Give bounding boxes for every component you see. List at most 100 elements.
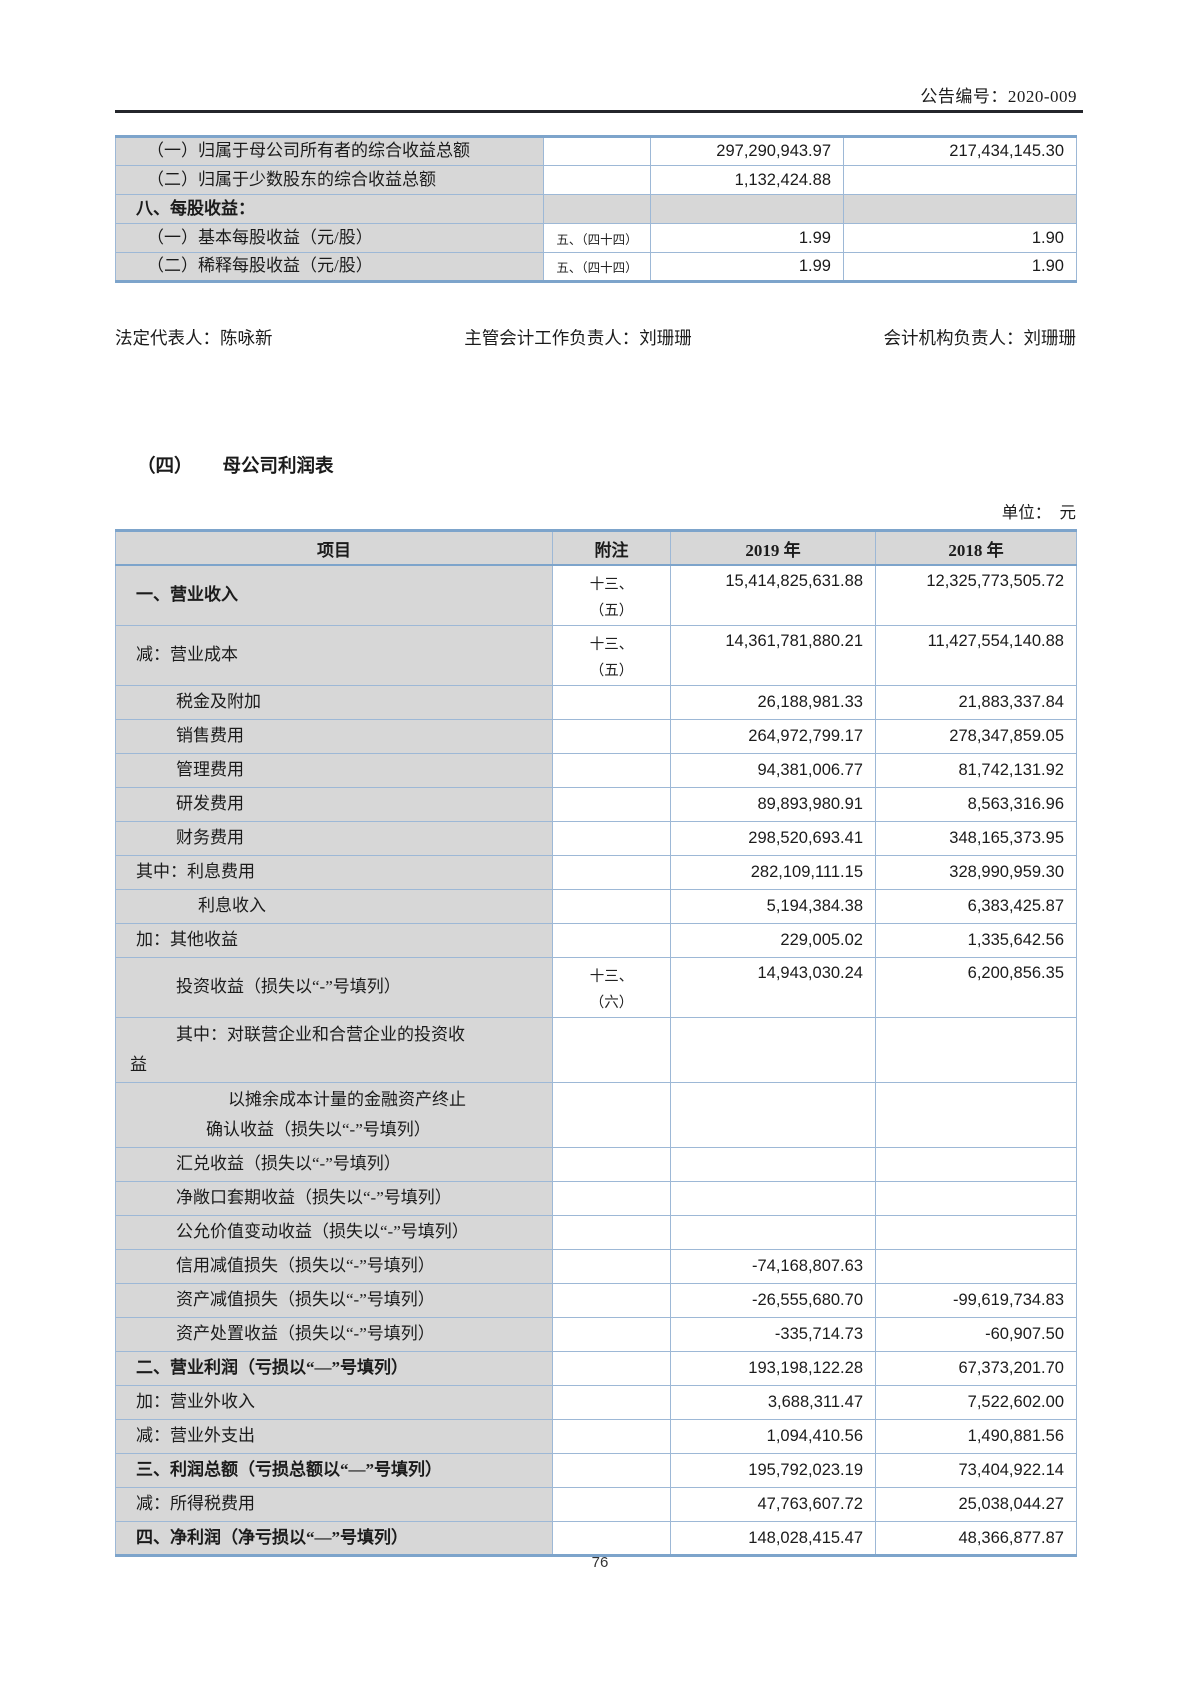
value-2018-cell: 11,427,554,140.88 bbox=[875, 625, 1077, 686]
value-2019-cell: 1.99 bbox=[650, 252, 844, 282]
table-row: 减：所得税费用 47,763,607.72 25,038,044.27 bbox=[115, 1487, 1077, 1522]
value-2018-cell: 1,335,642.56 bbox=[875, 923, 1077, 958]
item-cell: 二、营业利润（亏损以“—”号填列） bbox=[115, 1351, 553, 1386]
item-cell: 三、利润总额（亏损总额以“—”号填列） bbox=[115, 1453, 553, 1488]
value-2019-cell: -26,555,680.70 bbox=[670, 1283, 876, 1318]
table-row: 管理费用 94,381,006.77 81,742,131.92 bbox=[115, 753, 1077, 788]
chief-accountant: 主管会计工作负责人：刘珊珊 bbox=[464, 328, 692, 348]
value-2019-cell: 1,132,424.88 bbox=[650, 165, 844, 195]
item-cell: （二）稀释每股收益（元/股） bbox=[115, 252, 544, 282]
table-row: 税金及附加 26,188,981.33 21,883,337.84 bbox=[115, 685, 1077, 720]
value-2018-cell bbox=[875, 1215, 1077, 1250]
item-cell: 资产处置收益（损失以“-”号填列） bbox=[115, 1317, 553, 1352]
item-cell: （一）基本每股收益（元/股） bbox=[115, 223, 544, 253]
note-cell bbox=[552, 1317, 671, 1352]
value-2018-cell bbox=[875, 1181, 1077, 1216]
income-table-wrap: 项目 附注 2019 年 2018 年 一、营业收入 十三、 （五） 15,41… bbox=[115, 529, 1077, 1557]
value-2018-cell: 278,347,859.05 bbox=[875, 719, 1077, 754]
income-table-head: 项目 附注 2019 年 2018 年 bbox=[115, 530, 1077, 566]
note-cell bbox=[552, 787, 671, 822]
note-cell bbox=[552, 1215, 671, 1250]
note-cell bbox=[552, 1419, 671, 1454]
table-row: 减：营业外支出 1,094,410.56 1,490,881.56 bbox=[115, 1419, 1077, 1454]
note-cell bbox=[552, 889, 671, 924]
value-2018-cell: 73,404,922.14 bbox=[875, 1453, 1077, 1488]
note-cell: 五、（四十四） bbox=[543, 223, 651, 253]
table-row: 研发费用 89,893,980.91 8,563,316.96 bbox=[115, 787, 1077, 822]
note-cell: 十三、 （六） bbox=[552, 957, 671, 1018]
note-cell bbox=[552, 1017, 671, 1083]
value-2019-cell bbox=[650, 194, 844, 224]
note-cell bbox=[552, 1487, 671, 1522]
section-title: 母公司利润表 bbox=[222, 457, 334, 477]
value-2018-cell: 8,563,316.96 bbox=[875, 787, 1077, 822]
value-2018-cell bbox=[875, 1017, 1077, 1083]
table-row: 公允价值变动收益（损失以“-”号填列） bbox=[115, 1215, 1077, 1250]
table-row: 减：营业成本 十三、 （五） 14,361,781,880.21 11,427,… bbox=[115, 625, 1077, 686]
note-cell bbox=[552, 1249, 671, 1284]
note-cell bbox=[552, 855, 671, 890]
value-2018-cell: -99,619,734.83 bbox=[875, 1283, 1077, 1318]
column-header-note: 附注 bbox=[552, 530, 671, 566]
income-statement-table: 项目 附注 2019 年 2018 年 一、营业收入 十三、 （五） 15,41… bbox=[115, 529, 1077, 1557]
table-row: 信用减值损失（损失以“-”号填列） -74,168,807.63 bbox=[115, 1249, 1077, 1284]
item-cell: 四、净利润（净亏损以“—”号填列） bbox=[115, 1521, 553, 1556]
value-2018-cell: 1.90 bbox=[843, 252, 1077, 282]
value-2019-cell: 298,520,693.41 bbox=[670, 821, 876, 856]
item-cell: 减：所得税费用 bbox=[115, 1487, 553, 1522]
table-row: 销售费用 264,972,799.17 278,347,859.05 bbox=[115, 719, 1077, 754]
table-row: （二）归属于少数股东的综合收益总额 1,132,424.88 bbox=[115, 165, 1077, 195]
value-2019-cell: -335,714.73 bbox=[670, 1317, 876, 1352]
value-2019-cell: 297,290,943.97 bbox=[650, 136, 844, 166]
value-2019-cell: 1,094,410.56 bbox=[670, 1419, 876, 1454]
value-2018-cell: 12,325,773,505.72 bbox=[875, 564, 1077, 626]
summary-table: （一）归属于母公司所有者的综合收益总额 297,290,943.97 217,4… bbox=[115, 135, 1077, 283]
legal-representative: 法定代表人：陈咏新 bbox=[115, 328, 273, 348]
table-row: 二、营业利润（亏损以“—”号填列） 193,198,122.28 67,373,… bbox=[115, 1351, 1077, 1386]
item-cell: 汇兑收益（损失以“-”号填列） bbox=[115, 1147, 553, 1182]
item-cell: 公允价值变动收益（损失以“-”号填列） bbox=[115, 1215, 553, 1250]
value-2019-cell: 148,028,415.47 bbox=[670, 1521, 876, 1556]
value-2019-cell: 3,688,311.47 bbox=[670, 1385, 876, 1420]
note-cell bbox=[552, 719, 671, 754]
value-2018-cell bbox=[875, 1082, 1077, 1148]
announcement-number: 公告编号：2020-009 bbox=[920, 87, 1077, 106]
item-cell: 销售费用 bbox=[115, 719, 553, 754]
note-cell bbox=[552, 685, 671, 720]
column-header-2019: 2019 年 bbox=[670, 530, 876, 566]
table-row: （一）归属于母公司所有者的综合收益总额 297,290,943.97 217,4… bbox=[115, 136, 1077, 166]
value-2018-cell: 328,990,959.30 bbox=[875, 855, 1077, 890]
table-row: （一）基本每股收益（元/股） 五、（四十四） 1.99 1.90 bbox=[115, 223, 1077, 253]
table-row: 加：其他收益 229,005.02 1,335,642.56 bbox=[115, 923, 1077, 958]
column-header-2018: 2018 年 bbox=[875, 530, 1077, 566]
note-cell bbox=[552, 1385, 671, 1420]
value-2019-cell: 195,792,023.19 bbox=[670, 1453, 876, 1488]
table-row: 一、营业收入 十三、 （五） 15,414,825,631.88 12,325,… bbox=[115, 564, 1077, 626]
item-cell: 财务费用 bbox=[115, 821, 553, 856]
item-cell: 八、每股收益： bbox=[115, 194, 544, 224]
value-2018-cell: 67,373,201.70 bbox=[875, 1351, 1077, 1386]
value-2019-cell bbox=[670, 1082, 876, 1148]
header-row: 项目 附注 2019 年 2018 年 bbox=[115, 530, 1077, 566]
value-2018-cell: 48,366,877.87 bbox=[875, 1521, 1077, 1556]
column-header-item: 项目 bbox=[115, 530, 553, 566]
table-row: 其中：对联营企业和合营企业的投资收 益 bbox=[115, 1017, 1077, 1083]
value-2019-cell: 26,188,981.33 bbox=[670, 685, 876, 720]
table-row: 八、每股收益： bbox=[115, 194, 1077, 224]
value-2018-cell: 7,522,602.00 bbox=[875, 1385, 1077, 1420]
value-2018-cell: 1,490,881.56 bbox=[875, 1419, 1077, 1454]
value-2019-cell: 282,109,111.15 bbox=[670, 855, 876, 890]
item-cell: 资产减值损失（损失以“-”号填列） bbox=[115, 1283, 553, 1318]
value-2019-cell: 94,381,006.77 bbox=[670, 753, 876, 788]
value-2019-cell: -74,168,807.63 bbox=[670, 1249, 876, 1284]
page-number: 76 bbox=[591, 1554, 609, 1571]
signature-line: 法定代表人：陈咏新 主管会计工作负责人：刘珊珊 会计机构负责人：刘珊珊 bbox=[115, 325, 1076, 350]
value-2018-cell: 348,165,373.95 bbox=[875, 821, 1077, 856]
note-cell bbox=[552, 1453, 671, 1488]
item-cell: 一、营业收入 bbox=[115, 564, 553, 626]
table-row: 净敞口套期收益（损失以“-”号填列） bbox=[115, 1181, 1077, 1216]
value-2018-cell: 217,434,145.30 bbox=[843, 136, 1077, 166]
item-cell: 信用减值损失（损失以“-”号填列） bbox=[115, 1249, 553, 1284]
item-cell: 减：营业成本 bbox=[115, 625, 553, 686]
